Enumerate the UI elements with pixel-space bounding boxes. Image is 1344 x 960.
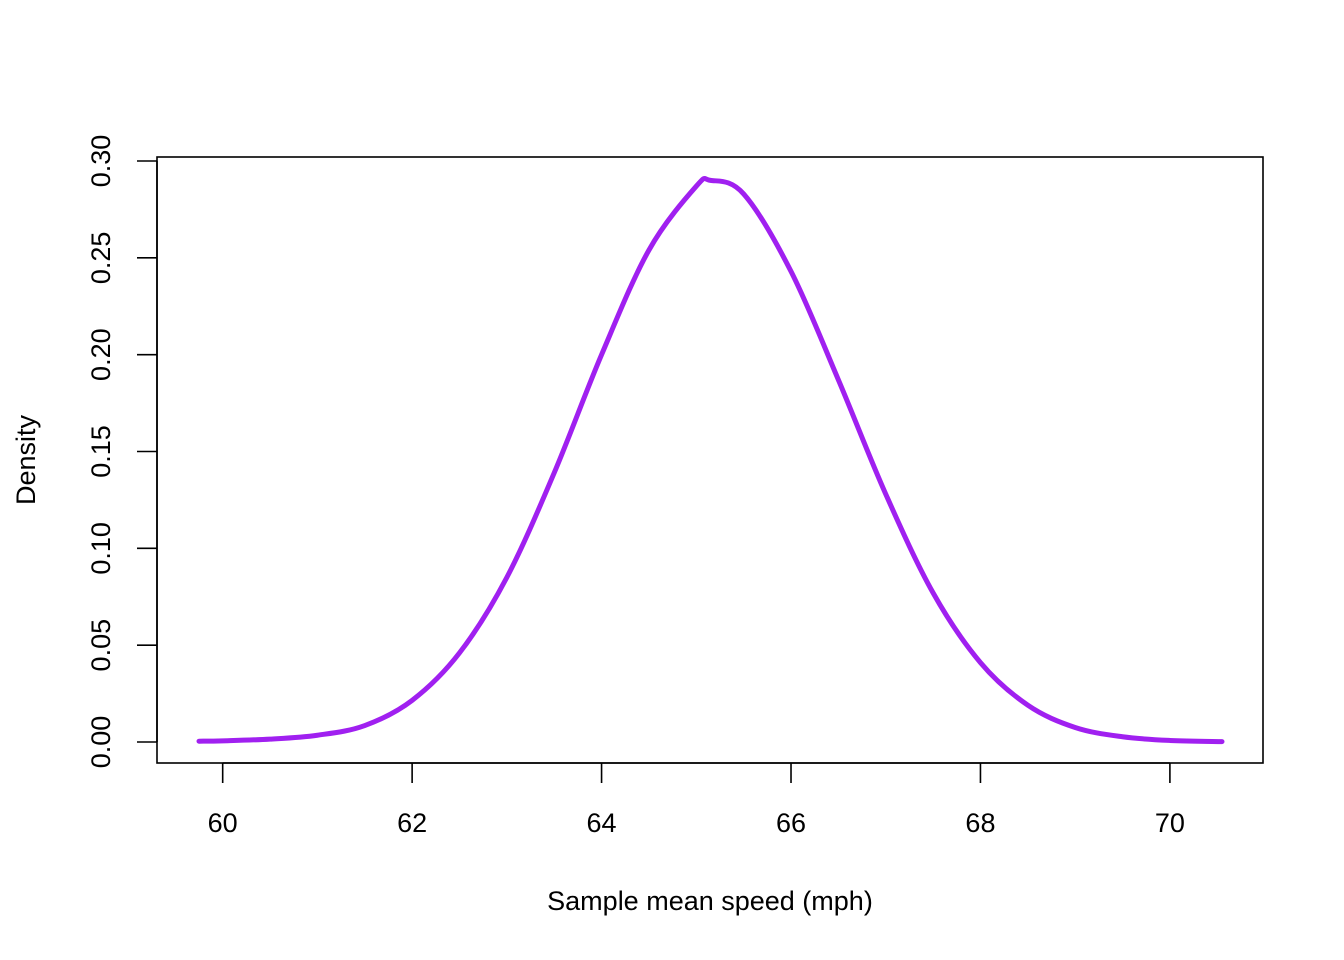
y-tick-label: 0.00 bbox=[86, 716, 116, 769]
y-tick-label: 0.30 bbox=[86, 135, 116, 188]
y-axis: 0.00 0.05 0.10 0.15 0.20 0.25 0.30 bbox=[86, 135, 158, 769]
series-layer bbox=[196, 175, 1225, 745]
x-tick-label: 68 bbox=[965, 808, 995, 838]
x-axis-label: Sample mean speed (mph) bbox=[547, 886, 873, 916]
density-curve bbox=[196, 175, 1225, 745]
plot-frame bbox=[156, 156, 1264, 764]
y-tick-label: 0.15 bbox=[86, 425, 116, 478]
y-axis-label: Density bbox=[11, 414, 41, 505]
y-tick-label: 0.25 bbox=[86, 232, 116, 285]
y-tick-label: 0.10 bbox=[86, 522, 116, 575]
y-tick-label: 0.05 bbox=[86, 619, 116, 672]
x-axis: 60 62 64 66 68 70 bbox=[208, 762, 1185, 838]
x-tick-label: 62 bbox=[397, 808, 427, 838]
x-tick-label: 66 bbox=[776, 808, 806, 838]
x-tick-label: 64 bbox=[587, 808, 617, 838]
x-tick-label: 60 bbox=[208, 808, 238, 838]
x-tick-label: 70 bbox=[1155, 808, 1185, 838]
y-tick-label: 0.20 bbox=[86, 328, 116, 381]
